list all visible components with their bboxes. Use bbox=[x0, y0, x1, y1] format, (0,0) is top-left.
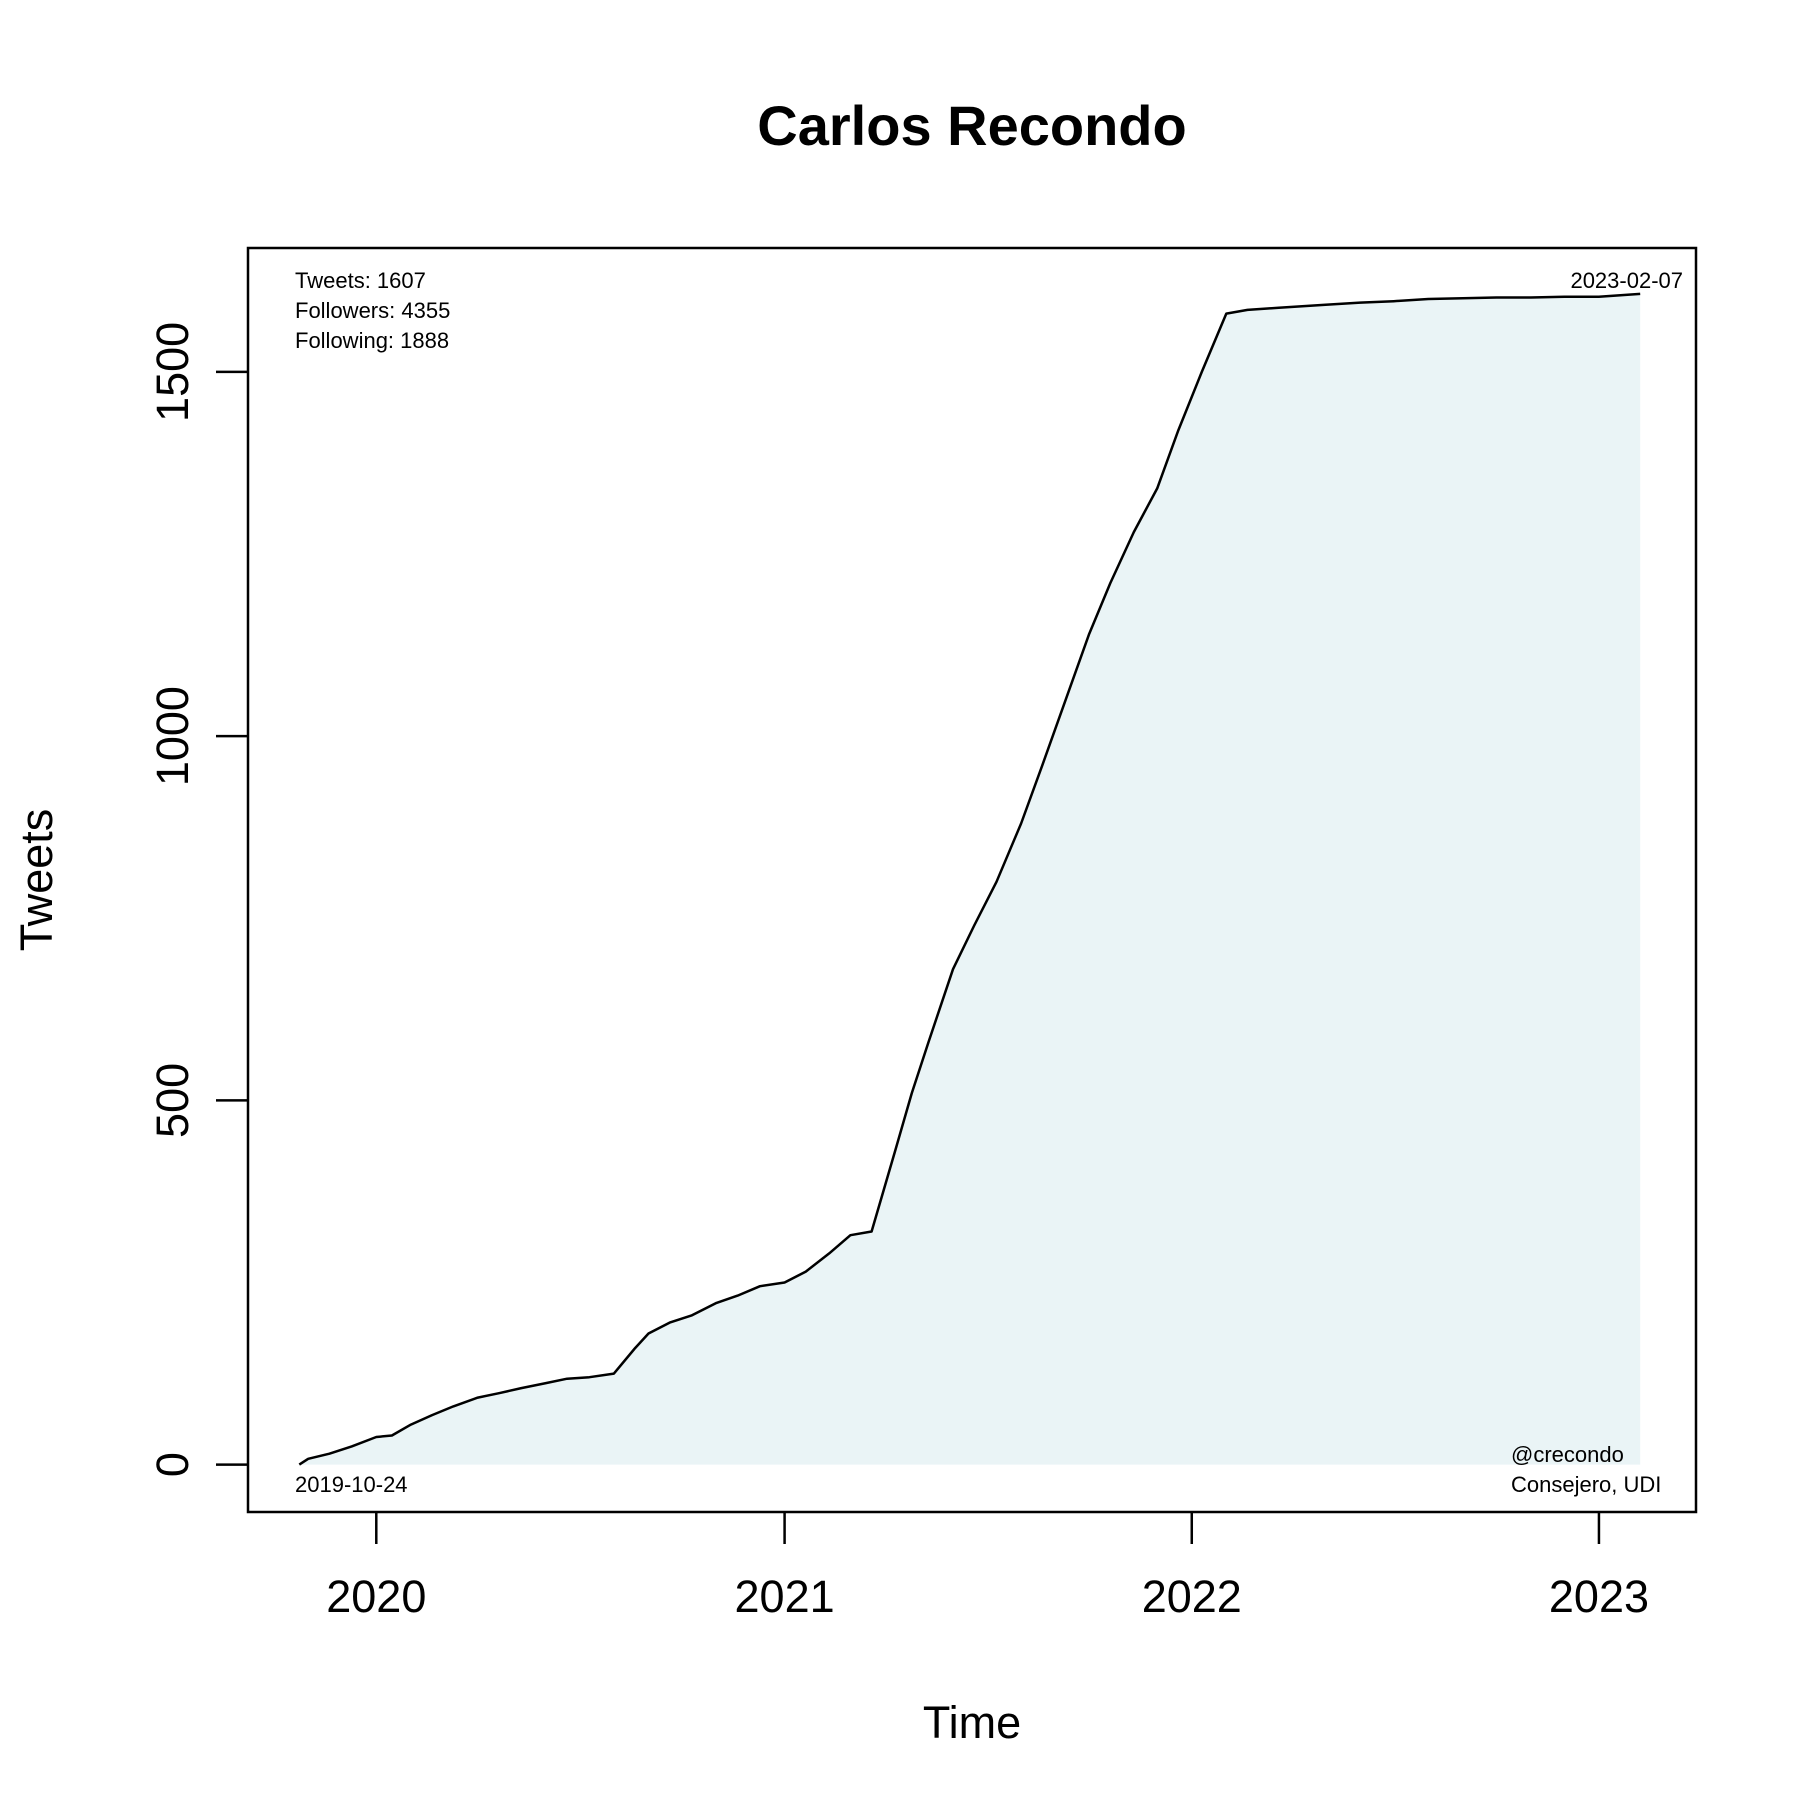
role-label: Consejero, UDI bbox=[1511, 1472, 1661, 1497]
y-tick-label: 0 bbox=[147, 1452, 198, 1477]
x-tick-label: 2022 bbox=[1142, 1571, 1242, 1622]
start-date-label: 2019-10-24 bbox=[295, 1472, 408, 1497]
chart-title: Carlos Recondo bbox=[757, 94, 1186, 157]
handle-label: @crecondo bbox=[1511, 1442, 1624, 1467]
tweets-area bbox=[299, 293, 1641, 1465]
x-tick-label: 2021 bbox=[735, 1571, 835, 1622]
stat-tweets: Tweets: 1607 bbox=[295, 268, 426, 293]
tweets-line bbox=[298, 292, 1641, 1466]
y-tick-label: 500 bbox=[147, 1063, 198, 1138]
x-tick-label: 2020 bbox=[326, 1571, 426, 1622]
plot-frame bbox=[246, 246, 1698, 1514]
y-tick-label: 1500 bbox=[147, 322, 198, 422]
y-axis-label: Tweets bbox=[11, 809, 62, 952]
end-date-label: 2023-02-07 bbox=[1570, 268, 1683, 293]
stat-followers: Followers: 4355 bbox=[295, 298, 450, 323]
stat-following: Following: 1888 bbox=[295, 328, 449, 353]
y-tick-label: 1000 bbox=[147, 686, 198, 786]
x-axis-label: Time bbox=[923, 1697, 1021, 1748]
x-tick-label: 2023 bbox=[1549, 1571, 1649, 1622]
